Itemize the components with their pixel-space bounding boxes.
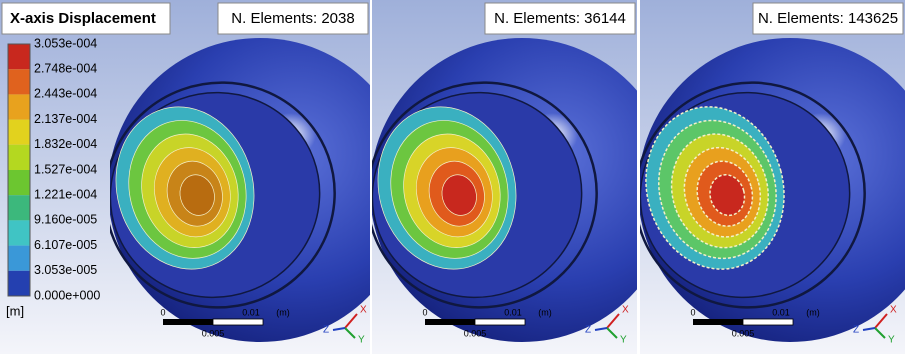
colorbar-label: 2.748e-004 (34, 61, 97, 75)
colorbar-band (8, 246, 30, 271)
panel-title: N. Elements: 143625 (758, 10, 898, 27)
scale-end: 0.01 (504, 307, 522, 317)
colorbar-label: 2.137e-004 (34, 112, 97, 126)
scale-unit: (m) (276, 307, 290, 317)
triad-z-label: Z (853, 325, 859, 336)
colorbar-label: 6.107e-005 (34, 238, 97, 252)
colorbar-band (8, 120, 30, 145)
colorbar-band (8, 220, 30, 245)
scale-white (475, 319, 525, 325)
scale-middle: 0.005 (464, 328, 487, 338)
colorbar-label: 1.832e-004 (34, 137, 97, 151)
triad-x-label: X (890, 305, 897, 316)
triad-x-label: X (622, 305, 629, 316)
result-panel: N. Elements: 36144 0 0.01 (m) 0.005 X Y Z (336, 0, 674, 354)
colorbar-label: 3.053e-004 (34, 36, 97, 50)
scale-middle: 0.005 (202, 328, 225, 338)
scale-start: 0 (422, 307, 427, 317)
triad-x-label: X (360, 305, 367, 316)
scale-end: 0.01 (772, 307, 790, 317)
result-panel: N. Elements: 143625 0 0.01 (m) 0.005 X Y Z (604, 0, 905, 354)
legend-unit: [m] (6, 303, 24, 318)
legend-title: X-axis Displacement (10, 10, 156, 27)
triad-z-label: Z (585, 325, 591, 336)
scale-unit: (m) (806, 307, 820, 317)
colorbar-band (8, 69, 30, 94)
panel-title: N. Elements: 2038 (231, 10, 354, 27)
scale-black (425, 319, 475, 325)
colorbar-label: 1.221e-004 (34, 187, 97, 201)
triad-y-label: Y (358, 335, 365, 346)
scale-black (693, 319, 743, 325)
colorbar-label: 9.160e-005 (34, 213, 97, 227)
panel-title: N. Elements: 36144 (494, 10, 626, 27)
scale-middle: 0.005 (732, 328, 755, 338)
scale-start: 0 (690, 307, 695, 317)
colorbar-label: 1.527e-004 (34, 162, 97, 176)
scale-unit: (m) (538, 307, 552, 317)
scale-end: 0.01 (242, 307, 260, 317)
colorbar-band (8, 271, 30, 296)
scale-start: 0 (160, 307, 165, 317)
triad-y-label: Y (620, 335, 627, 346)
triad-z-label: Z (323, 325, 329, 336)
colorbar-band (8, 94, 30, 119)
scale-white (743, 319, 793, 325)
colorbar-band (8, 195, 30, 220)
scale-black (163, 319, 213, 325)
result-panel: N. Elements: 2038 0 0.01 (m) 0.005 X Y Z (74, 0, 412, 354)
scale-white (213, 319, 263, 325)
colorbar-band (8, 145, 30, 170)
colorbar-label: 2.443e-004 (34, 87, 97, 101)
screenshot: N. Elements: 203800.01(m)0.005XYZN. Elem… (0, 0, 905, 354)
colorbar-label: 0.000e+000 (34, 288, 100, 302)
colorbar-label: 3.053e-005 (34, 263, 97, 277)
colorbar-band (8, 44, 30, 69)
triad-y-label: Y (888, 335, 895, 346)
colorbar-band (8, 170, 30, 195)
